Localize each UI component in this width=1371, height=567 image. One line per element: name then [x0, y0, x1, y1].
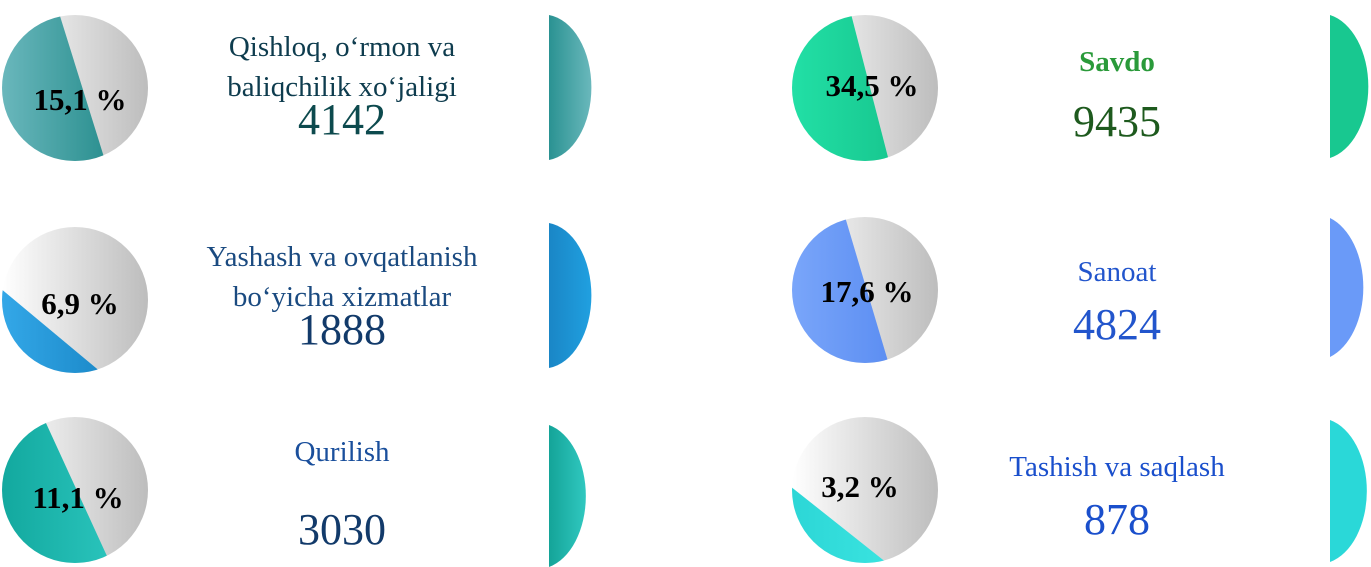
half-disc	[549, 15, 592, 160]
label: Sanoat	[1077, 256, 1157, 288]
half-disc	[1330, 15, 1369, 158]
percent: 17,6 %	[820, 274, 914, 309]
half-disc	[1330, 218, 1364, 357]
count: 9435	[1073, 97, 1161, 146]
count: 4142	[298, 95, 386, 144]
half-disc	[549, 223, 592, 368]
half-disc	[549, 425, 586, 567]
percent: 34,5 %	[825, 68, 919, 103]
circle	[792, 217, 938, 363]
percent: 11,1 %	[32, 480, 124, 515]
label: Qurilish	[294, 436, 390, 468]
label: Qishloq, o‘rmon va	[228, 31, 456, 63]
circle	[2, 15, 148, 161]
label: Savdo	[1079, 46, 1155, 78]
circle	[2, 417, 148, 563]
count: 4824	[1073, 300, 1161, 349]
count: 1888	[298, 305, 386, 354]
label: Tashish va saqlash	[1009, 451, 1225, 483]
label: bo‘yicha xizmatlar	[232, 281, 452, 313]
percent: 15,1 %	[33, 82, 127, 117]
percent: 6,9 %	[41, 286, 119, 321]
circle	[792, 15, 938, 161]
label: Yashash va ovqatlanish	[206, 241, 478, 273]
count: 878	[1084, 495, 1150, 544]
label: baliqchilik xo‘jaligi	[227, 71, 457, 103]
count: 3030	[298, 505, 386, 554]
half-disc	[1330, 420, 1367, 562]
percent: 3,2 %	[821, 469, 899, 504]
